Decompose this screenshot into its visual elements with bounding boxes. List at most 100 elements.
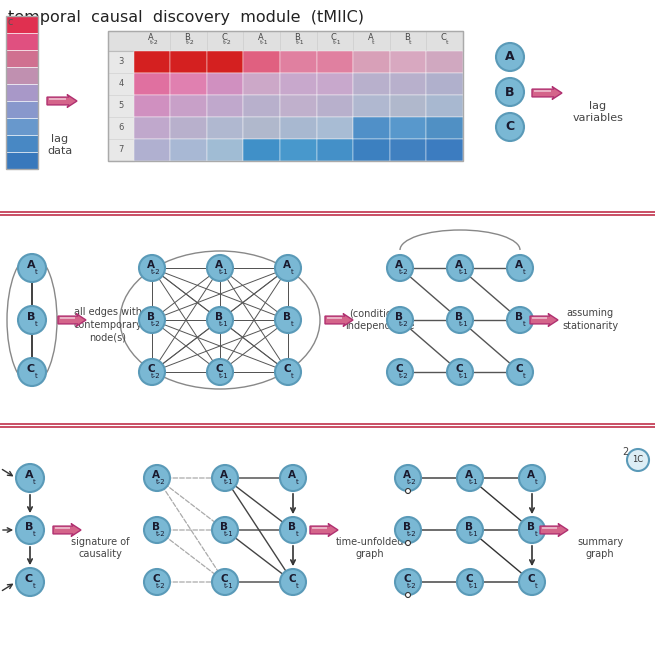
FancyArrow shape bbox=[55, 527, 70, 529]
Text: t-1: t-1 bbox=[224, 531, 234, 537]
Bar bbox=[170, 117, 207, 139]
Text: summary: summary bbox=[577, 537, 623, 547]
Circle shape bbox=[387, 359, 413, 385]
Bar bbox=[6, 67, 38, 84]
Text: t-2: t-2 bbox=[407, 583, 417, 589]
Text: B: B bbox=[152, 523, 160, 533]
Bar bbox=[134, 117, 170, 139]
Text: t-2: t-2 bbox=[407, 479, 417, 485]
Text: A: A bbox=[215, 261, 223, 271]
Text: time-unfolded: time-unfolded bbox=[336, 537, 404, 547]
Text: t: t bbox=[409, 41, 411, 45]
Circle shape bbox=[16, 464, 44, 492]
Bar bbox=[390, 51, 426, 73]
Text: independence: independence bbox=[345, 321, 415, 331]
Bar bbox=[316, 117, 353, 139]
Text: t: t bbox=[33, 583, 35, 589]
Text: A: A bbox=[367, 33, 373, 41]
Text: C: C bbox=[331, 33, 337, 41]
Text: C: C bbox=[441, 33, 447, 41]
Circle shape bbox=[519, 569, 545, 595]
Text: t-1: t-1 bbox=[333, 41, 341, 45]
Circle shape bbox=[387, 307, 413, 333]
Bar bbox=[207, 51, 244, 73]
Text: causality: causality bbox=[78, 549, 122, 559]
Bar bbox=[353, 73, 390, 95]
Circle shape bbox=[16, 568, 44, 596]
Text: t-2: t-2 bbox=[156, 479, 166, 485]
Text: t-1: t-1 bbox=[219, 269, 229, 275]
Text: A: A bbox=[505, 50, 515, 64]
Text: B: B bbox=[505, 86, 515, 98]
Text: C: C bbox=[283, 364, 291, 375]
Text: 3: 3 bbox=[118, 58, 124, 67]
Text: t: t bbox=[372, 41, 375, 45]
Circle shape bbox=[496, 113, 524, 141]
Circle shape bbox=[496, 43, 524, 71]
Text: t: t bbox=[295, 531, 299, 537]
Circle shape bbox=[395, 569, 421, 595]
Text: B: B bbox=[27, 312, 35, 322]
Text: B: B bbox=[294, 33, 300, 41]
Bar bbox=[426, 95, 463, 117]
Bar bbox=[6, 118, 38, 135]
Circle shape bbox=[212, 465, 238, 491]
Text: B: B bbox=[25, 523, 33, 533]
Bar bbox=[170, 51, 207, 73]
Text: node(s): node(s) bbox=[90, 333, 126, 343]
Text: t: t bbox=[445, 41, 448, 45]
Text: t-2: t-2 bbox=[151, 269, 161, 275]
Text: t: t bbox=[33, 531, 35, 537]
Bar bbox=[244, 139, 280, 161]
FancyArrow shape bbox=[530, 314, 558, 326]
Text: t: t bbox=[35, 373, 37, 379]
Bar bbox=[6, 152, 38, 169]
Circle shape bbox=[275, 307, 301, 333]
FancyArrow shape bbox=[49, 98, 66, 100]
Text: 7: 7 bbox=[118, 145, 124, 155]
Circle shape bbox=[507, 359, 533, 385]
Text: C: C bbox=[515, 364, 523, 375]
Text: t-1: t-1 bbox=[259, 41, 268, 45]
Circle shape bbox=[139, 307, 165, 333]
Text: C: C bbox=[506, 121, 515, 134]
Text: A: A bbox=[527, 470, 535, 481]
Bar bbox=[134, 95, 170, 117]
Bar bbox=[108, 31, 463, 161]
Circle shape bbox=[280, 569, 306, 595]
Text: B: B bbox=[215, 312, 223, 322]
Text: t-2: t-2 bbox=[186, 41, 195, 45]
Bar bbox=[316, 95, 353, 117]
Bar bbox=[207, 73, 244, 95]
Text: t: t bbox=[35, 321, 37, 327]
Circle shape bbox=[447, 359, 473, 385]
Circle shape bbox=[144, 465, 170, 491]
Circle shape bbox=[447, 307, 473, 333]
Text: all edges with: all edges with bbox=[74, 307, 142, 317]
FancyArrow shape bbox=[53, 523, 81, 536]
Text: B: B bbox=[527, 523, 535, 533]
Circle shape bbox=[139, 359, 165, 385]
Text: t: t bbox=[523, 321, 525, 327]
FancyArrow shape bbox=[312, 527, 328, 529]
Bar bbox=[244, 73, 280, 95]
Text: B: B bbox=[404, 33, 410, 41]
Text: t: t bbox=[523, 373, 525, 379]
Text: C: C bbox=[527, 574, 535, 584]
Circle shape bbox=[507, 307, 533, 333]
Bar bbox=[426, 73, 463, 95]
Bar bbox=[426, 51, 463, 73]
Text: B: B bbox=[455, 312, 463, 322]
Circle shape bbox=[275, 255, 301, 281]
Circle shape bbox=[457, 517, 483, 543]
Text: t: t bbox=[534, 583, 537, 589]
Bar bbox=[134, 139, 170, 161]
Text: t-2: t-2 bbox=[156, 583, 166, 589]
Bar bbox=[6, 16, 38, 33]
Bar bbox=[390, 117, 426, 139]
FancyArrow shape bbox=[540, 523, 568, 536]
Text: t-1: t-1 bbox=[469, 531, 479, 537]
Bar bbox=[280, 139, 316, 161]
Bar bbox=[6, 135, 38, 152]
Text: A: A bbox=[403, 470, 411, 481]
